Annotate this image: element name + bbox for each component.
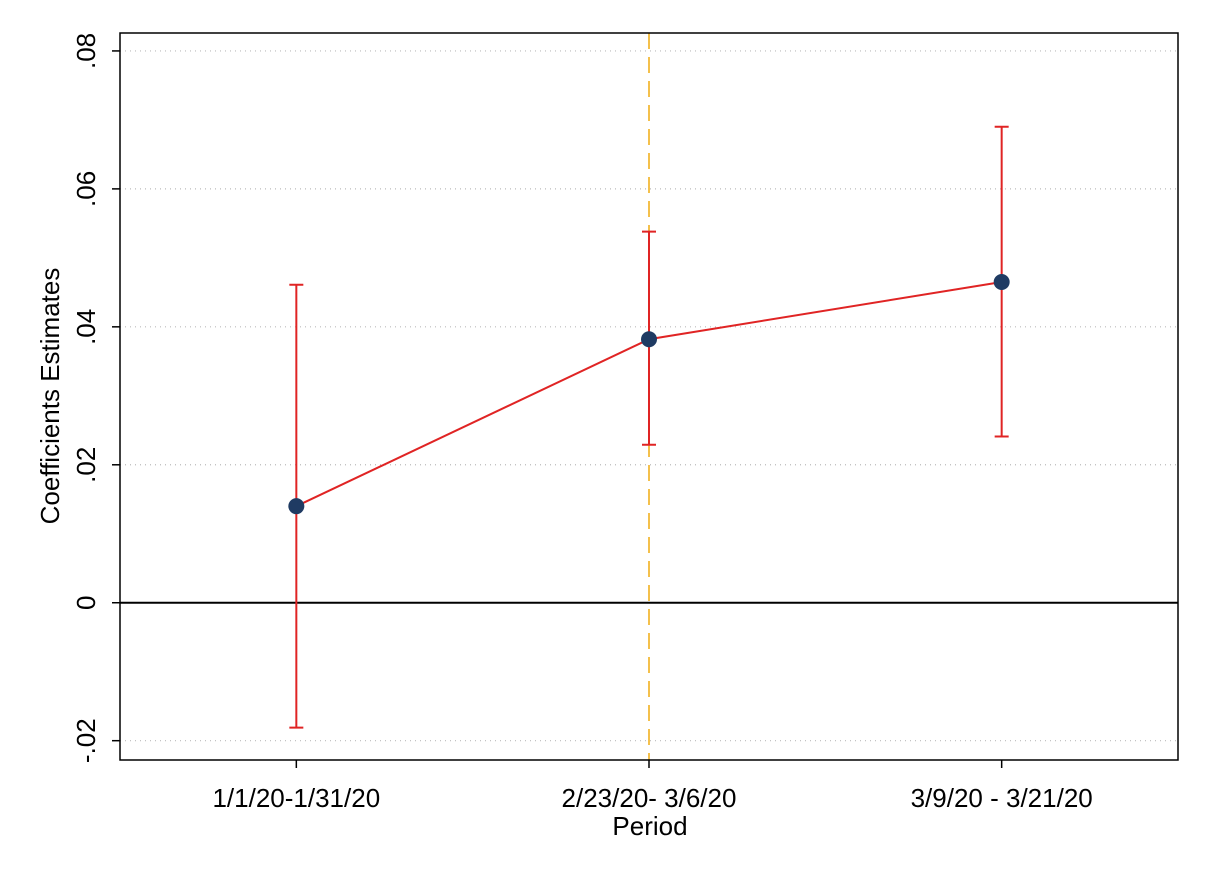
y-tick-label: .08: [71, 33, 101, 69]
point: [641, 331, 657, 348]
x-tick-label: 1/1/20-1/31/20: [212, 783, 380, 813]
y-axis-label: Coefficients Estimates: [35, 268, 65, 525]
y-tick-label: .04: [71, 309, 101, 345]
y-tick-label: -.02: [71, 718, 101, 763]
x-tick-label: 2/23/20- 3/6/20: [562, 783, 737, 813]
y-tick-label: 0: [71, 596, 101, 610]
y-tick-label: .02: [71, 447, 101, 483]
y-tick-label: .06: [71, 171, 101, 207]
x-axis-label: Period: [612, 811, 687, 841]
point: [288, 498, 305, 515]
point: [993, 274, 1010, 291]
x-tick-label: 3/9/20 - 3/21/20: [911, 783, 1093, 813]
